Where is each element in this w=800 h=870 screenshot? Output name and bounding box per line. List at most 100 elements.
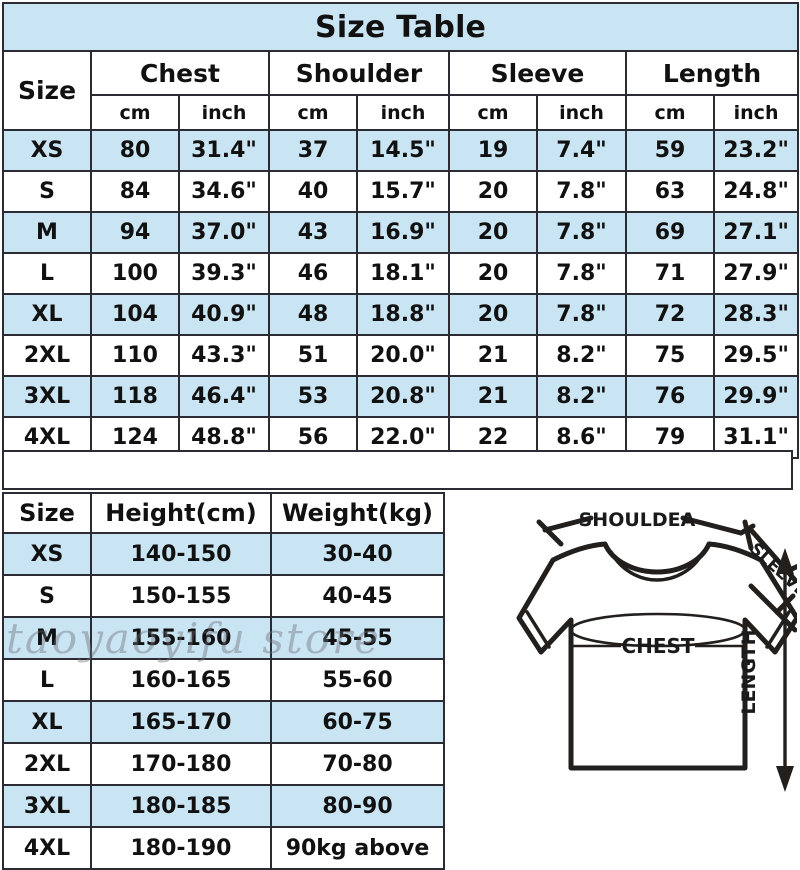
cell-weight: 70-80 bbox=[270, 742, 445, 786]
cell-length-in: 24.8" bbox=[712, 170, 800, 213]
cell-chest-cm: 80 bbox=[90, 129, 180, 172]
cell-shoulder-in: 20.0" bbox=[356, 334, 450, 377]
fit-header-row: Size Height(cm) Weight(kg) bbox=[2, 492, 445, 534]
cell-chest-cm: 94 bbox=[90, 211, 180, 254]
table-row: 3XL 180-185 80-90 bbox=[2, 784, 445, 828]
cell-weight: 60-75 bbox=[270, 700, 445, 744]
cell-height: 140-150 bbox=[90, 532, 272, 576]
header-chest: Chest bbox=[90, 50, 270, 96]
shoulder-measure-line bbox=[536, 515, 756, 551]
unit-chest-cm: cm bbox=[90, 94, 180, 131]
cell-sleeve-cm: 21 bbox=[448, 375, 538, 418]
cell-chest-in: 31.4" bbox=[178, 129, 270, 172]
cell-height: 170-180 bbox=[90, 742, 272, 786]
cell-size: 3XL bbox=[2, 784, 92, 828]
cell-length-cm: 69 bbox=[625, 211, 715, 254]
cell-length-in: 29.9" bbox=[712, 375, 800, 418]
cell-size: XS bbox=[2, 532, 92, 576]
header-length: Length bbox=[624, 50, 800, 96]
cell-chest-cm: 118 bbox=[90, 375, 180, 418]
unit-sleeve-cm: cm bbox=[448, 94, 538, 131]
cell-sleeve-in: 8.2" bbox=[536, 334, 627, 377]
unit-length-inch: inch bbox=[712, 94, 800, 131]
cell-length-in: 23.2" bbox=[712, 129, 800, 172]
header-size: Size bbox=[2, 50, 92, 131]
cell-sleeve-in: 8.2" bbox=[536, 375, 627, 418]
cell-size: 3XL bbox=[2, 375, 92, 418]
measurements-table-body: XS 80 31.4" 37 14.5" 19 7.4" 59 23.2" S 84 34.6" 40 1… bbox=[2, 129, 800, 459]
cell-shoulder-in: 18.1" bbox=[356, 252, 450, 295]
cell-height: 180-185 bbox=[90, 784, 272, 828]
tshirt-svg: SHOULDEA SLEEVE CHEST LENGTH bbox=[516, 509, 797, 792]
table-row: 2XL 170-180 70-80 bbox=[2, 742, 445, 786]
cell-weight: 90kg above bbox=[270, 826, 445, 870]
cell-weight: 45-55 bbox=[270, 616, 445, 660]
cell-size: XL bbox=[2, 293, 92, 336]
measurements-table: Size Table Size Chest Shoulder Sleeve Le… bbox=[1, 2, 800, 459]
cell-chest-in: 40.9" bbox=[178, 293, 270, 336]
cell-size: M bbox=[2, 616, 92, 660]
cell-length-in: 27.9" bbox=[712, 252, 800, 295]
cell-shoulder-in: 14.5" bbox=[356, 129, 450, 172]
cell-sleeve-cm: 20 bbox=[448, 170, 538, 213]
cell-chest-cm: 110 bbox=[90, 334, 180, 377]
cell-sleeve-in: 7.8" bbox=[536, 211, 627, 254]
table-row: XL 165-170 60-75 bbox=[2, 700, 445, 744]
length-label: LENGTH bbox=[738, 629, 760, 714]
header-sleeve: Sleeve bbox=[448, 50, 627, 96]
cell-shoulder-cm: 43 bbox=[268, 211, 358, 254]
cell-shoulder-cm: 37 bbox=[268, 129, 358, 172]
cell-shoulder-in: 15.7" bbox=[356, 170, 450, 213]
cell-length-cm: 72 bbox=[625, 293, 715, 336]
group-header-row: Size Chest Shoulder Sleeve Length bbox=[2, 50, 800, 131]
cell-size: 4XL bbox=[2, 826, 92, 870]
fit-table-body: XS 140-150 30-40 S 150-155 40-45 M 155-160 45-55… bbox=[2, 532, 445, 870]
table-row: S 150-155 40-45 bbox=[2, 574, 445, 618]
cell-size: M bbox=[2, 211, 92, 254]
fit-table-head: Size Height(cm) Weight(kg) bbox=[2, 492, 445, 534]
cell-chest-cm: 100 bbox=[90, 252, 180, 295]
unit-length-cm: cm bbox=[625, 94, 715, 131]
cell-shoulder-in: 16.9" bbox=[356, 211, 450, 254]
cell-chest-in: 46.4" bbox=[178, 375, 270, 418]
cell-sleeve-in: 7.8" bbox=[536, 170, 627, 213]
chest-label: CHEST bbox=[621, 634, 694, 658]
table-row: L 100 39.3" 46 18.1" 20 7.8" 71 27.9" bbox=[2, 252, 800, 295]
cell-size: L bbox=[2, 658, 92, 702]
cell-weight: 40-45 bbox=[270, 574, 445, 618]
cell-chest-cm: 84 bbox=[90, 170, 180, 213]
cell-chest-in: 34.6" bbox=[178, 170, 270, 213]
table-row: M 94 37.0" 43 16.9" 20 7.8" 69 27.1" bbox=[2, 211, 800, 254]
table-row: XS 140-150 30-40 bbox=[2, 532, 445, 576]
shoulder-label: SHOULDEA bbox=[579, 509, 696, 531]
unit-shoulder-inch: inch bbox=[356, 94, 450, 131]
unit-sleeve-inch: inch bbox=[536, 94, 627, 131]
title-row: Size Table bbox=[1, 2, 800, 52]
tshirt-outline bbox=[516, 541, 797, 771]
cell-length-in: 28.3" bbox=[712, 293, 800, 336]
header-shoulder: Shoulder bbox=[268, 50, 450, 96]
cell-height: 180-190 bbox=[90, 826, 272, 870]
cell-height: 160-165 bbox=[90, 658, 272, 702]
table-row: XS 80 31.4" 37 14.5" 19 7.4" 59 23.2" bbox=[2, 129, 800, 172]
cell-size: S bbox=[2, 170, 92, 213]
cell-weight: 80-90 bbox=[270, 784, 445, 828]
cell-sleeve-in: 7.8" bbox=[536, 252, 627, 295]
cell-length-cm: 76 bbox=[625, 375, 715, 418]
table-row: 3XL 118 46.4" 53 20.8" 21 8.2" 76 29.9" bbox=[2, 375, 800, 418]
table-row: XL 104 40.9" 48 18.8" 20 7.8" 72 28.3" bbox=[2, 293, 800, 336]
table-row: S 84 34.6" 40 15.7" 20 7.8" 63 24.8" bbox=[2, 170, 800, 213]
tshirt-measurement-diagram: SHOULDEA SLEEVE CHEST LENGTH bbox=[445, 500, 797, 850]
cell-size: L bbox=[2, 252, 92, 295]
fit-header-size: Size bbox=[2, 492, 92, 534]
cell-shoulder-in: 18.8" bbox=[356, 293, 450, 336]
table-row: 2XL 110 43.3" 51 20.0" 21 8.2" 75 29.5" bbox=[2, 334, 800, 377]
cell-size: 2XL bbox=[2, 742, 92, 786]
table-row: 4XL 180-190 90kg above bbox=[2, 826, 445, 870]
cell-length-cm: 59 bbox=[625, 129, 715, 172]
cell-length-cm: 63 bbox=[625, 170, 715, 213]
cell-sleeve-cm: 20 bbox=[448, 252, 538, 295]
cell-sleeve-cm: 20 bbox=[448, 293, 538, 336]
cell-shoulder-cm: 40 bbox=[268, 170, 358, 213]
cell-size: S bbox=[2, 574, 92, 618]
